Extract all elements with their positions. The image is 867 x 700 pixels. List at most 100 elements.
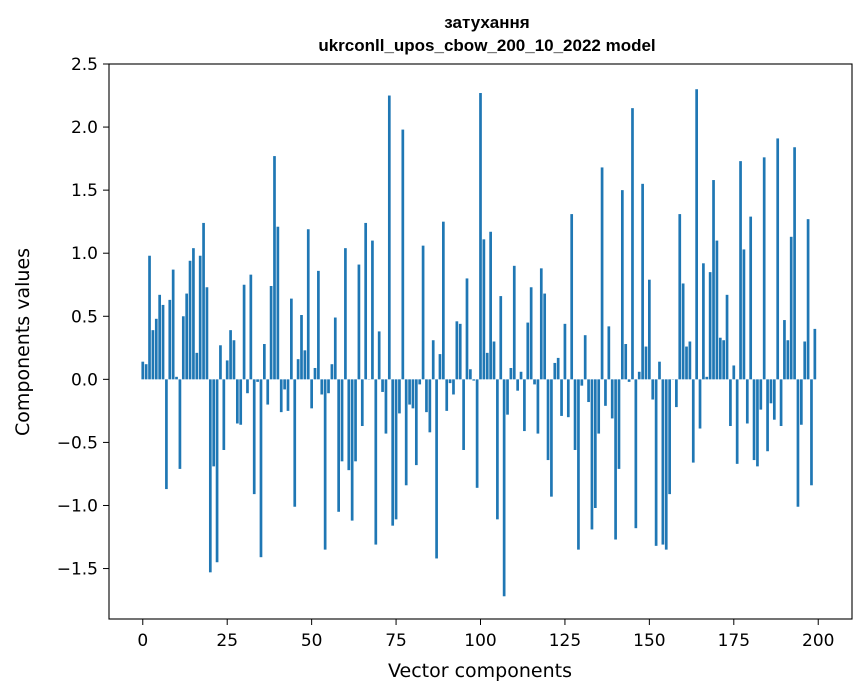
bar: [249, 275, 252, 380]
bar: [675, 379, 678, 407]
bar: [780, 379, 783, 426]
bar: [560, 379, 563, 416]
bar: [739, 161, 742, 379]
bar: [263, 344, 266, 379]
bar: [810, 379, 813, 485]
bar: [614, 379, 617, 539]
bar: [300, 315, 303, 379]
bar: [689, 342, 692, 380]
bar: [540, 268, 543, 379]
bar: [381, 379, 384, 392]
bar: [412, 379, 415, 408]
bar: [253, 379, 256, 494]
bar: [790, 237, 793, 380]
bar: [570, 214, 573, 379]
bar: [638, 372, 641, 380]
bar: [148, 256, 151, 380]
bar: [304, 350, 307, 379]
bar: [371, 241, 374, 380]
bar: [547, 379, 550, 460]
bars-group: [141, 89, 816, 596]
bar: [189, 261, 192, 380]
bar: [347, 379, 350, 470]
x-tick-label: 50: [301, 631, 323, 651]
bar: [165, 379, 168, 489]
bar: [435, 379, 438, 558]
bar: [168, 300, 171, 379]
bar: [351, 379, 354, 520]
bar: [428, 379, 431, 432]
bar: [344, 248, 347, 379]
bar: [378, 331, 381, 379]
bar: [557, 358, 560, 379]
bar: [520, 372, 523, 380]
y-tick-label: 0.0: [71, 370, 98, 390]
bar: [226, 360, 229, 379]
bar: [358, 265, 361, 380]
bar: [607, 326, 610, 379]
bar: [503, 379, 506, 596]
bar: [793, 147, 796, 379]
bar: [422, 246, 425, 380]
bar: [479, 93, 482, 379]
bar: [662, 379, 665, 544]
bar: [277, 227, 280, 380]
bar: [685, 347, 688, 380]
bar: [516, 379, 519, 390]
bar: [705, 377, 708, 380]
bar: [212, 379, 215, 466]
bar: [797, 379, 800, 506]
bar: [591, 379, 594, 529]
bar: [408, 379, 411, 404]
bar: [712, 180, 715, 379]
bar: [776, 138, 779, 379]
bar: [287, 379, 290, 411]
bar: [445, 379, 448, 411]
y-tick-label: −1.0: [57, 496, 98, 516]
bar: [280, 379, 283, 412]
bar: [331, 364, 334, 379]
bar: [635, 379, 638, 528]
bar: [452, 379, 455, 394]
bar: [469, 369, 472, 379]
bar: [483, 239, 486, 379]
chart-subtitle: ukrconll_upos_cbow_200_10_2022 model: [318, 36, 655, 55]
bar: [320, 379, 323, 394]
bar: [243, 285, 246, 380]
bar: [182, 316, 185, 379]
bar: [814, 329, 817, 379]
bar: [260, 379, 263, 557]
y-tick-label: −0.5: [57, 433, 98, 453]
bar: [398, 379, 401, 413]
bar: [523, 379, 526, 431]
x-tick-label: 125: [549, 631, 581, 651]
bar: [158, 295, 161, 380]
bar: [692, 379, 695, 462]
bar: [405, 379, 408, 485]
bar: [668, 379, 671, 494]
bar: [459, 324, 462, 380]
x-tick-label: 175: [718, 631, 750, 651]
x-axis-label: Vector components: [388, 660, 572, 682]
bar: [604, 379, 607, 405]
bar: [803, 342, 806, 380]
bar: [199, 256, 202, 380]
x-tick-label: 150: [633, 631, 665, 651]
bar: [337, 379, 340, 511]
bar: [141, 362, 144, 380]
bar: [145, 364, 148, 379]
bar: [655, 379, 658, 545]
bar: [456, 321, 459, 379]
bar: [324, 379, 327, 549]
bar: [506, 379, 509, 414]
bar: [645, 347, 648, 380]
bar: [317, 271, 320, 379]
bar: [334, 318, 337, 380]
bar: [641, 184, 644, 380]
bar: [510, 368, 513, 379]
bar: [682, 283, 685, 379]
bar: [155, 319, 158, 380]
bar: [499, 296, 502, 379]
bar: [307, 229, 310, 379]
